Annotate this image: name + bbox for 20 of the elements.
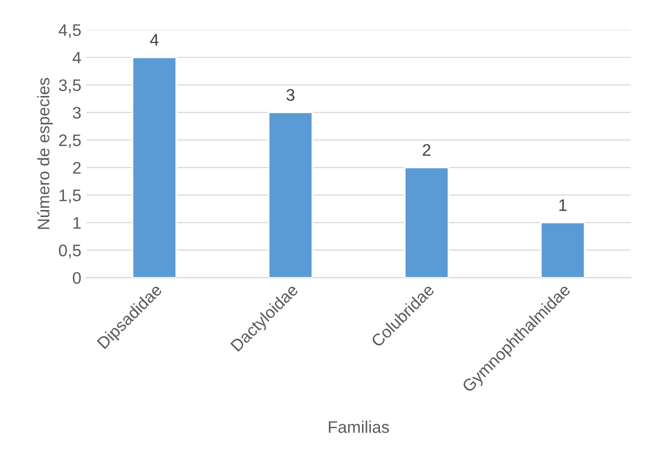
- y-tick-label: 0,5: [58, 244, 81, 258]
- y-tick-label: 3: [72, 106, 81, 119]
- y-tick-label: 2,5: [59, 134, 81, 148]
- bar: [268, 112, 313, 278]
- y-tick-label: 0: [72, 272, 81, 284]
- y-tick-label: 3,5: [58, 79, 81, 94]
- x-axis-title: Familias: [328, 420, 389, 433]
- data-label: 2: [422, 144, 430, 156]
- bar: [540, 222, 586, 278]
- y-tick-label: 1,5: [60, 190, 81, 204]
- y-axis-title: Número de especies: [37, 78, 53, 229]
- y-tick-label: 2: [73, 162, 81, 174]
- data-label: 1: [559, 199, 567, 211]
- bar: [404, 166, 450, 278]
- y-tick-label: 4: [72, 52, 81, 64]
- data-label: 4: [150, 34, 159, 46]
- y-tick-label: 4,5: [58, 24, 81, 38]
- y-tick-label: 1: [73, 217, 81, 229]
- bar: [132, 56, 177, 278]
- data-label: 3: [286, 89, 294, 101]
